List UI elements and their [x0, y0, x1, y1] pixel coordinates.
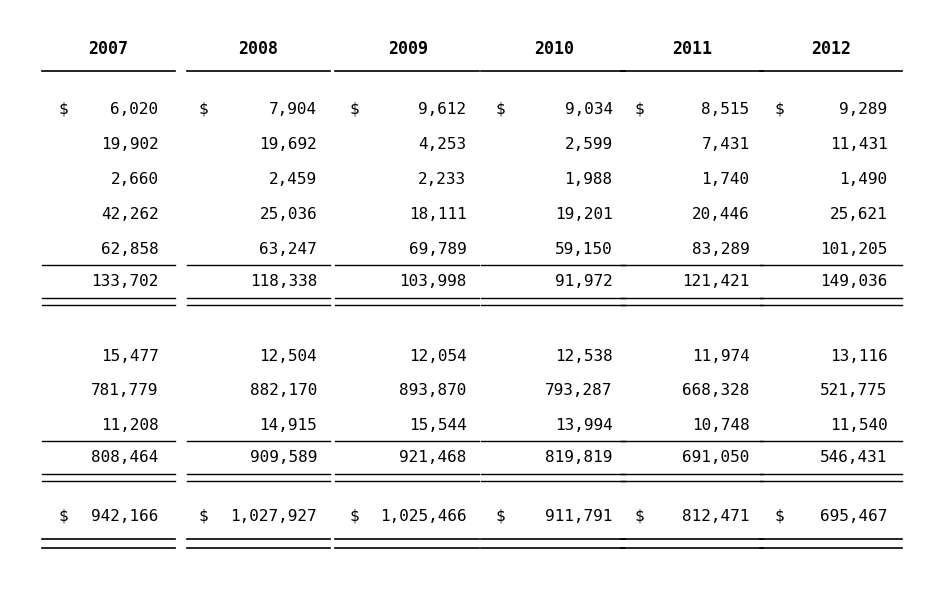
Text: 149,036: 149,036: [820, 275, 887, 289]
Text: 25,036: 25,036: [260, 207, 317, 222]
Text: 13,994: 13,994: [555, 418, 613, 433]
Text: 62,858: 62,858: [101, 242, 159, 257]
Text: 63,247: 63,247: [260, 242, 317, 257]
Text: 4,253: 4,253: [418, 137, 466, 152]
Text: 6,020: 6,020: [110, 102, 159, 116]
Text: 103,998: 103,998: [399, 275, 466, 289]
Text: 2011: 2011: [672, 39, 712, 58]
Text: 2,660: 2,660: [110, 172, 159, 187]
Text: 9,034: 9,034: [565, 102, 613, 116]
Text: $: $: [496, 102, 505, 116]
Text: 59,150: 59,150: [555, 242, 613, 257]
Text: $: $: [634, 509, 644, 524]
Text: 12,504: 12,504: [260, 349, 317, 364]
Text: 9,289: 9,289: [839, 102, 887, 116]
Text: 12,538: 12,538: [555, 349, 613, 364]
Text: 121,421: 121,421: [683, 275, 750, 289]
Text: 11,208: 11,208: [101, 418, 159, 433]
Text: 9,612: 9,612: [418, 102, 466, 116]
Text: 2,599: 2,599: [565, 137, 613, 152]
Text: 793,287: 793,287: [546, 384, 613, 398]
Text: 2010: 2010: [534, 39, 574, 58]
Text: 909,589: 909,589: [250, 450, 317, 465]
Text: 668,328: 668,328: [683, 384, 750, 398]
Text: 921,468: 921,468: [399, 450, 466, 465]
Text: 2007: 2007: [89, 39, 128, 58]
Text: $: $: [59, 509, 68, 524]
Text: 911,791: 911,791: [546, 509, 613, 524]
Text: 11,540: 11,540: [830, 418, 887, 433]
Text: 521,775: 521,775: [820, 384, 887, 398]
Text: $: $: [349, 509, 359, 524]
Text: 11,974: 11,974: [692, 349, 750, 364]
Text: 7,904: 7,904: [269, 102, 317, 116]
Text: 18,111: 18,111: [409, 207, 466, 222]
Text: 11,431: 11,431: [830, 137, 887, 152]
Text: 2,233: 2,233: [418, 172, 466, 187]
Text: 893,870: 893,870: [399, 384, 466, 398]
Text: 15,544: 15,544: [409, 418, 466, 433]
Text: 2008: 2008: [238, 39, 278, 58]
Text: 20,446: 20,446: [692, 207, 750, 222]
Text: 19,201: 19,201: [555, 207, 613, 222]
Text: 118,338: 118,338: [250, 275, 317, 289]
Text: 133,702: 133,702: [92, 275, 159, 289]
Text: 69,789: 69,789: [409, 242, 466, 257]
Text: 546,431: 546,431: [820, 450, 887, 465]
Text: 2012: 2012: [811, 39, 851, 58]
Text: 942,166: 942,166: [92, 509, 159, 524]
Text: 808,464: 808,464: [92, 450, 159, 465]
Text: 12,054: 12,054: [409, 349, 466, 364]
Text: 695,467: 695,467: [820, 509, 887, 524]
Text: $: $: [349, 102, 359, 116]
Text: $: $: [198, 509, 208, 524]
Text: 1,490: 1,490: [839, 172, 887, 187]
Text: $: $: [198, 102, 208, 116]
Text: 14,915: 14,915: [260, 418, 317, 433]
Text: 1,988: 1,988: [565, 172, 613, 187]
Text: 19,692: 19,692: [260, 137, 317, 152]
Text: 781,779: 781,779: [92, 384, 159, 398]
Text: 8,515: 8,515: [701, 102, 750, 116]
Text: 812,471: 812,471: [683, 509, 750, 524]
Text: 15,477: 15,477: [101, 349, 159, 364]
Text: 2009: 2009: [388, 39, 428, 58]
Text: 2,459: 2,459: [269, 172, 317, 187]
Text: $: $: [774, 102, 784, 116]
Text: 1,027,927: 1,027,927: [230, 509, 317, 524]
Text: 42,262: 42,262: [101, 207, 159, 222]
Text: $: $: [634, 102, 644, 116]
Text: $: $: [496, 509, 505, 524]
Text: 1,025,466: 1,025,466: [379, 509, 466, 524]
Text: 1,740: 1,740: [701, 172, 750, 187]
Text: 19,902: 19,902: [101, 137, 159, 152]
Text: 91,972: 91,972: [555, 275, 613, 289]
Text: 101,205: 101,205: [820, 242, 887, 257]
Text: 10,748: 10,748: [692, 418, 750, 433]
Text: 83,289: 83,289: [692, 242, 750, 257]
Text: 882,170: 882,170: [250, 384, 317, 398]
Text: $: $: [59, 102, 68, 116]
Text: 819,819: 819,819: [546, 450, 613, 465]
Text: 13,116: 13,116: [830, 349, 887, 364]
Text: 7,431: 7,431: [701, 137, 750, 152]
Text: 25,621: 25,621: [830, 207, 887, 222]
Text: 691,050: 691,050: [683, 450, 750, 465]
Text: $: $: [774, 509, 784, 524]
